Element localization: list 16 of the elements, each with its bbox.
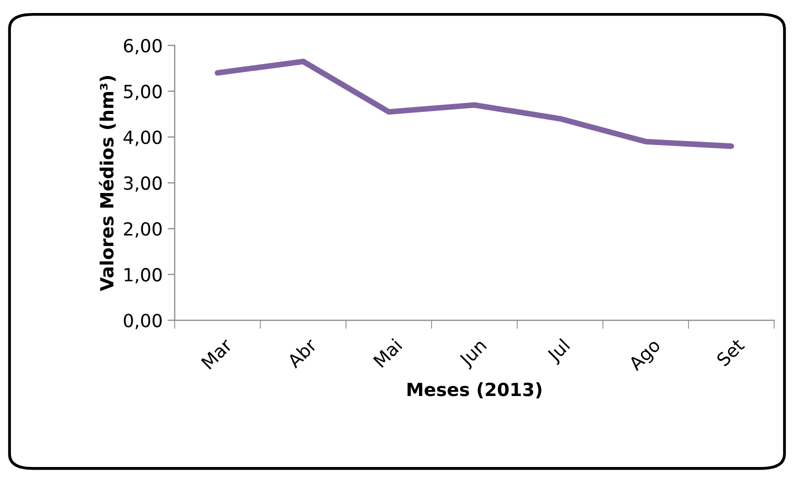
y-tick-label: 0,00 [124, 314, 162, 330]
x-tick-label: Jun [458, 338, 490, 370]
y-tick-label: 5,00 [124, 84, 162, 100]
x-tick-label: Mar [200, 337, 234, 370]
y-tick-label: 1,00 [124, 268, 162, 284]
y-tick-label: 2,00 [124, 222, 162, 238]
y-tick-label: 4,00 [124, 130, 162, 146]
x-tick-label: Mai [372, 338, 402, 368]
y-tick-label: 6,00 [124, 38, 162, 54]
x-tick-label: Jul [546, 338, 573, 366]
x-tick-label: Ago [628, 338, 664, 374]
x-axis-title: Meses (2013) [408, 382, 542, 398]
y-axis-title: Valores Médios (hm³) [98, 76, 116, 292]
y-tick-label: 3,00 [124, 176, 162, 192]
x-tick-label: Abr [286, 336, 318, 369]
x-tick-label: Set [716, 337, 746, 367]
